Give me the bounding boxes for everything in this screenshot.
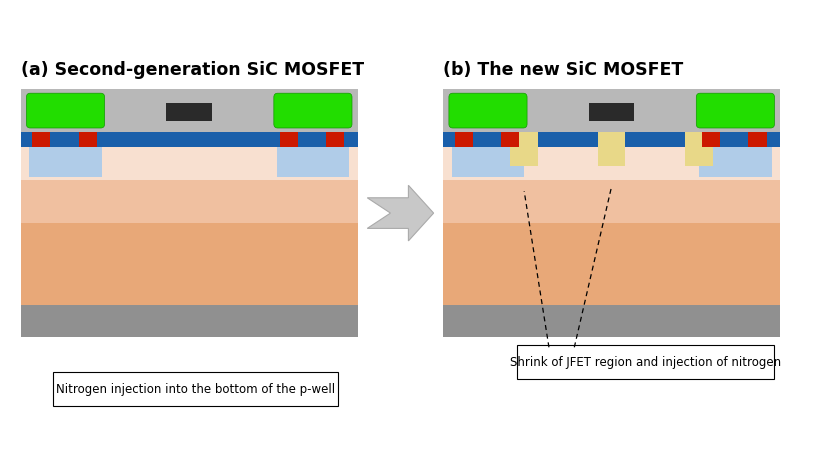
Bar (511, 133, 538, 166)
Bar (33, 133, 50, 147)
FancyBboxPatch shape (274, 93, 352, 128)
Bar (452, 147, 524, 177)
Bar (454, 133, 473, 147)
Bar (685, 133, 713, 166)
Bar (443, 180, 780, 223)
Bar (21, 305, 358, 337)
Bar (501, 133, 519, 147)
Bar (29, 147, 102, 177)
Bar (280, 133, 298, 147)
FancyBboxPatch shape (516, 345, 774, 379)
Bar (276, 147, 349, 177)
FancyBboxPatch shape (449, 93, 527, 128)
Bar (21, 180, 358, 223)
Bar (702, 133, 720, 147)
Text: Nitrogen injection into the bottom of the p-well: Nitrogen injection into the bottom of th… (56, 383, 335, 395)
Bar (326, 133, 344, 147)
FancyBboxPatch shape (27, 93, 105, 128)
Polygon shape (367, 185, 433, 241)
Bar (598, 133, 625, 166)
Bar (21, 89, 358, 337)
FancyBboxPatch shape (696, 93, 775, 128)
Bar (21, 223, 358, 305)
Bar (443, 147, 780, 180)
Bar (749, 133, 767, 147)
Bar (443, 89, 780, 337)
Bar (443, 305, 780, 337)
Text: Shrink of JFET region and injection of nitrogen: Shrink of JFET region and injection of n… (510, 356, 781, 369)
Bar (443, 223, 780, 305)
Bar (21, 147, 358, 180)
Text: (a) Second-generation SiC MOSFET: (a) Second-generation SiC MOSFET (21, 61, 364, 79)
Bar (443, 133, 780, 147)
Bar (699, 147, 772, 177)
Bar (21, 133, 358, 147)
Text: (b) The new SiC MOSFET: (b) The new SiC MOSFET (443, 61, 684, 79)
Bar (79, 133, 97, 147)
Bar (167, 103, 212, 121)
Bar (589, 103, 634, 121)
FancyBboxPatch shape (53, 372, 338, 406)
